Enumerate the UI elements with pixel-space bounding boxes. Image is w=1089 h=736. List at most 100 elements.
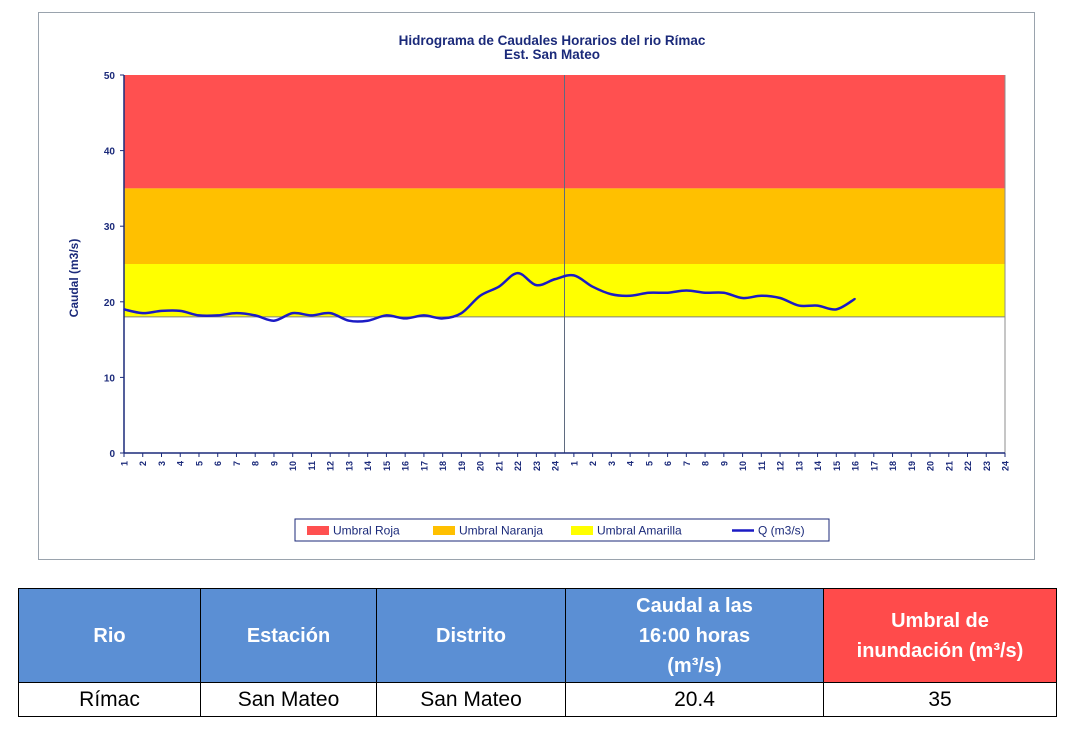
header-umbral-line: Umbral de bbox=[891, 609, 989, 632]
cell-umbral: 35 bbox=[823, 682, 1057, 717]
header-caudal-line: Caudal a las bbox=[636, 594, 753, 617]
y-tick-label: 50 bbox=[104, 71, 116, 82]
header-umbral-line: inundación (m³/s) bbox=[856, 639, 1024, 662]
y-tick-label: 10 bbox=[104, 373, 116, 384]
x-tick-label: 18 bbox=[888, 461, 898, 471]
x-tick-label: 12 bbox=[776, 461, 786, 471]
x-tick-label: 6 bbox=[213, 461, 223, 466]
series-point bbox=[273, 319, 275, 322]
legend-label: Q (m3/s) bbox=[758, 524, 805, 538]
x-tick-label: 5 bbox=[644, 461, 654, 466]
x-tick-label: 13 bbox=[794, 461, 804, 471]
legend-box bbox=[294, 518, 830, 542]
series-point bbox=[404, 317, 406, 320]
chart-legend: Umbral Roja Umbral Naranja Umbral Amarilla… bbox=[294, 518, 830, 542]
chart-subtitle: Est. San Mateo bbox=[504, 47, 600, 62]
series-point bbox=[141, 312, 144, 314]
x-tick-label: 10 bbox=[288, 461, 298, 471]
x-tick-label: 11 bbox=[307, 461, 317, 471]
series-point bbox=[235, 312, 238, 314]
x-tick-label: 14 bbox=[363, 461, 373, 471]
series-point bbox=[423, 314, 425, 317]
x-tick-label: 7 bbox=[682, 461, 692, 466]
series-point bbox=[798, 304, 800, 307]
y-tick-label: 20 bbox=[104, 298, 116, 309]
series-point bbox=[666, 291, 669, 294]
series-point bbox=[573, 274, 575, 277]
series-layer bbox=[123, 271, 856, 323]
y-tick-label: 40 bbox=[104, 147, 116, 158]
x-tick-label: 19 bbox=[457, 461, 467, 471]
series-point bbox=[348, 319, 350, 322]
x-tick-label: 11 bbox=[757, 461, 767, 471]
header-caudal-line: (m³/s) bbox=[667, 654, 722, 677]
table-row: Rímac San Mateo San Mateo 20.4 35 bbox=[18, 682, 1057, 717]
x-tick-label: 17 bbox=[869, 461, 879, 471]
header-rio: Rio bbox=[18, 588, 201, 683]
x-tick-label: 21 bbox=[494, 461, 504, 471]
series-point bbox=[310, 314, 313, 317]
header-umbral: Umbral de inundación (m³/s) bbox=[823, 588, 1057, 683]
y-tick-label: 0 bbox=[109, 449, 115, 460]
header-distrito: Distrito bbox=[376, 588, 566, 683]
x-tick-label: 16 bbox=[851, 461, 861, 471]
header-caudal: Caudal a las 16:00 horas (m³/s) bbox=[565, 588, 824, 683]
series-point bbox=[835, 308, 838, 311]
table-header-row: Rio Estación Distrito Caudal a las 16:00… bbox=[18, 588, 1057, 683]
y-axis-label: Caudal (m3/s) bbox=[67, 239, 81, 318]
legend-swatch bbox=[571, 526, 593, 535]
series-point bbox=[441, 317, 444, 320]
x-tick-label: 8 bbox=[701, 461, 711, 466]
series-point bbox=[854, 297, 856, 300]
series-point bbox=[685, 289, 688, 292]
x-tick-label: 12 bbox=[326, 461, 336, 471]
x-tick-label: 15 bbox=[382, 461, 392, 471]
header-caudal-line: 16:00 horas bbox=[638, 624, 751, 647]
series-point bbox=[460, 312, 463, 314]
series-point bbox=[816, 304, 819, 307]
series-point bbox=[704, 291, 706, 294]
y-tick-label: 30 bbox=[104, 222, 116, 233]
series-point bbox=[479, 294, 481, 297]
series-point bbox=[723, 291, 725, 294]
x-tick-label: 9 bbox=[269, 461, 279, 466]
legend-swatch bbox=[433, 526, 455, 535]
cell-distrito: San Mateo bbox=[376, 682, 566, 717]
chart-title: Hidrograma de Caudales Horarios del rio … bbox=[399, 33, 706, 48]
series-point bbox=[216, 314, 219, 317]
series-point bbox=[498, 285, 500, 288]
series-point bbox=[741, 297, 744, 299]
series-point bbox=[516, 272, 519, 274]
legend-label: Umbral Amarilla bbox=[597, 524, 682, 538]
x-tick-label: 8 bbox=[251, 461, 261, 466]
x-tick-label: 19 bbox=[907, 461, 917, 471]
series-point bbox=[535, 284, 538, 286]
series-point bbox=[629, 294, 631, 297]
summary-table: Rio Estación Distrito Caudal a las 16:00… bbox=[18, 588, 1057, 717]
x-tick-label: 3 bbox=[157, 461, 167, 466]
cell-caudal: 20.4 bbox=[565, 682, 824, 717]
x-tick-label: 20 bbox=[476, 461, 486, 471]
x-tick-label: 4 bbox=[626, 461, 636, 466]
series-point bbox=[123, 308, 125, 311]
x-tick-label: 1 bbox=[120, 461, 130, 466]
series-point bbox=[160, 310, 163, 312]
series-point bbox=[366, 319, 369, 322]
x-tick-label: 21 bbox=[944, 461, 954, 471]
legend-label: Umbral Roja bbox=[333, 524, 400, 538]
series-point bbox=[291, 312, 294, 314]
series-point bbox=[254, 314, 257, 317]
x-tick-label: 22 bbox=[513, 461, 523, 471]
x-tick-label: 4 bbox=[176, 461, 186, 466]
series-point bbox=[198, 314, 200, 317]
series-point bbox=[329, 312, 331, 314]
x-tick-label: 20 bbox=[926, 461, 936, 471]
series-line bbox=[123, 271, 856, 323]
x-tick-label: 24 bbox=[1001, 461, 1011, 471]
x-tick-label: 13 bbox=[344, 461, 354, 471]
chart-frame: 0 10 20 30 40 50 1 2 3 4 5 6 7 8 9 10 11 12 13 14 15 16 17 18 19… bbox=[38, 12, 1035, 560]
x-tick-label: 23 bbox=[982, 461, 992, 471]
x-tick-label: 24 bbox=[551, 461, 561, 471]
series-point bbox=[554, 278, 556, 280]
